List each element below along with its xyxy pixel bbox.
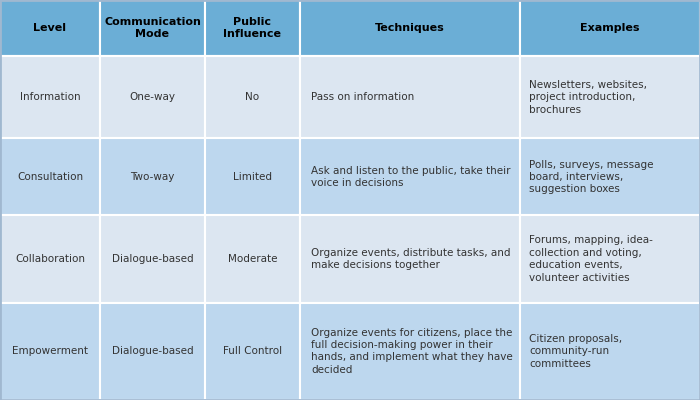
Text: Ask and listen to the public, take their
voice in decisions: Ask and listen to the public, take their… — [311, 166, 510, 188]
Bar — [0, 56, 100, 138]
Text: Dialogue-based: Dialogue-based — [112, 346, 193, 356]
Text: Empowerment: Empowerment — [12, 346, 88, 356]
Text: Organize events for citizens, place the
full decision-making power in their
hand: Organize events for citizens, place the … — [311, 328, 512, 375]
Bar — [0, 302, 100, 400]
Bar — [520, 302, 700, 400]
Bar — [300, 56, 520, 138]
Text: Organize events, distribute tasks, and
make decisions together: Organize events, distribute tasks, and m… — [311, 248, 510, 270]
Bar — [520, 138, 700, 215]
Text: Citizen proposals,
community-run
committees: Citizen proposals, community-run committ… — [529, 334, 622, 369]
Bar — [300, 0, 520, 56]
Bar — [0, 215, 100, 302]
Bar — [300, 302, 520, 400]
Text: Pass on information: Pass on information — [311, 92, 414, 102]
Text: Full Control: Full Control — [223, 346, 282, 356]
Text: Collaboration: Collaboration — [15, 254, 85, 264]
Text: Moderate: Moderate — [228, 254, 277, 264]
Bar — [0, 138, 100, 215]
Text: Communication
Mode: Communication Mode — [104, 17, 201, 40]
Text: Examples: Examples — [580, 23, 640, 33]
Text: Techniques: Techniques — [375, 23, 445, 33]
Text: Consultation: Consultation — [17, 172, 83, 182]
Bar — [205, 138, 300, 215]
Text: Newsletters, websites,
project introduction,
brochures: Newsletters, websites, project introduct… — [529, 80, 647, 115]
Bar — [100, 215, 205, 302]
Bar — [205, 215, 300, 302]
Bar — [520, 0, 700, 56]
Text: Forums, mapping, idea-
collection and voting,
education events,
volunteer activi: Forums, mapping, idea- collection and vo… — [529, 235, 653, 282]
Text: Public
Influence: Public Influence — [223, 17, 281, 40]
Bar — [205, 302, 300, 400]
Text: Information: Information — [20, 92, 80, 102]
Bar — [100, 0, 205, 56]
Text: Polls, surveys, message
board, interviews,
suggestion boxes: Polls, surveys, message board, interview… — [529, 160, 654, 194]
Bar — [100, 56, 205, 138]
Bar — [0, 0, 100, 56]
Bar — [100, 302, 205, 400]
Bar — [205, 0, 300, 56]
Bar — [520, 56, 700, 138]
Bar — [300, 215, 520, 302]
Text: Two-way: Two-way — [130, 172, 175, 182]
Bar — [300, 138, 520, 215]
Text: Level: Level — [34, 23, 66, 33]
Bar — [100, 138, 205, 215]
Text: Dialogue-based: Dialogue-based — [112, 254, 193, 264]
Text: Limited: Limited — [233, 172, 272, 182]
Text: No: No — [246, 92, 260, 102]
Bar — [205, 56, 300, 138]
Text: One-way: One-way — [130, 92, 176, 102]
Bar — [520, 215, 700, 302]
